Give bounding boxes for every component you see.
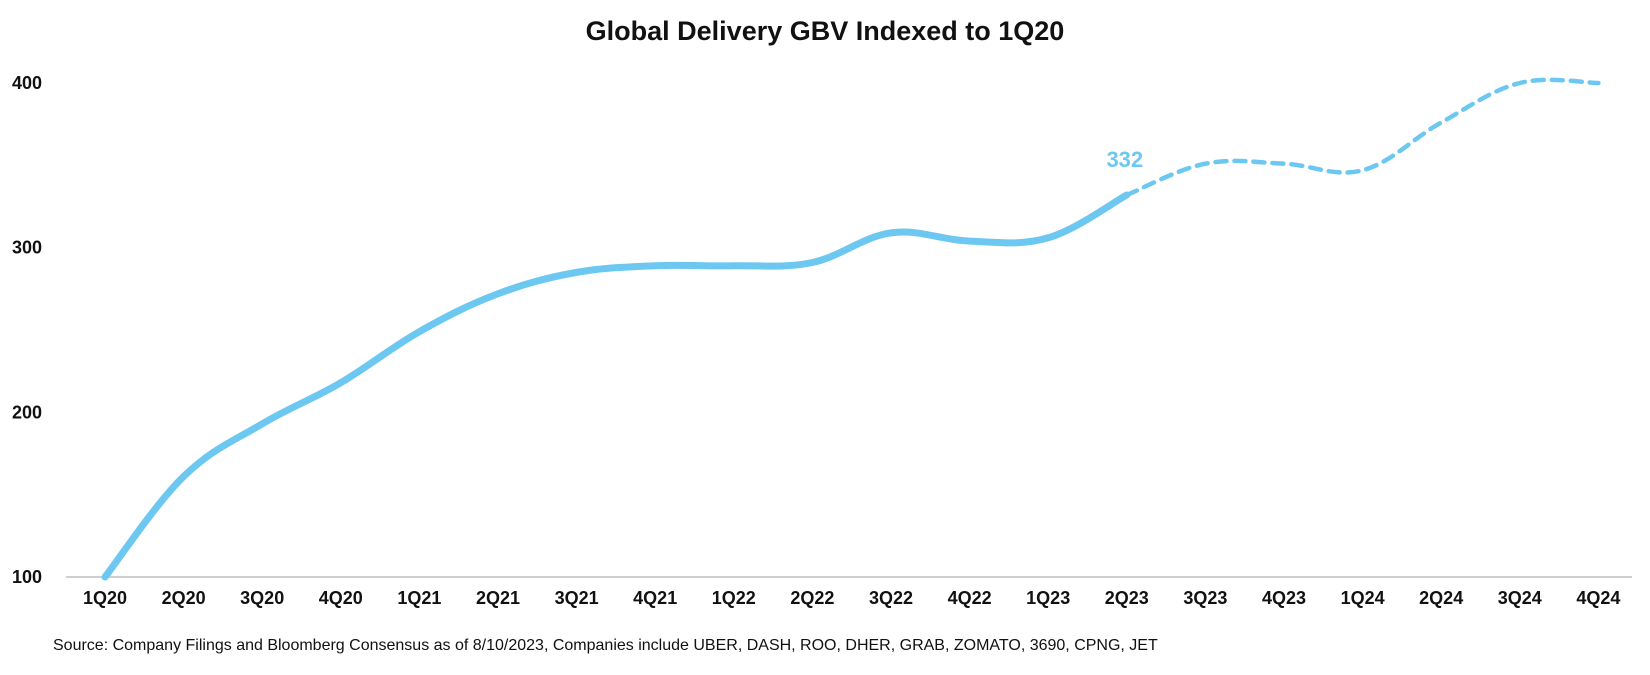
x-tick-label: 2Q22 — [790, 588, 834, 608]
x-tick-label: 2Q23 — [1105, 588, 1149, 608]
data-point-4q23 — [1281, 161, 1287, 167]
y-tick-label: 400 — [12, 73, 42, 93]
y-tick-label: 200 — [12, 402, 42, 422]
data-point-3q20 — [259, 421, 265, 427]
data-point-4q24 — [1595, 80, 1601, 86]
y-tick-label: 100 — [12, 567, 42, 587]
data-point-2q22 — [809, 259, 815, 265]
x-tick-label: 2Q24 — [1419, 588, 1463, 608]
x-tick-label: 3Q24 — [1498, 588, 1542, 608]
data-point-4q22 — [967, 238, 973, 244]
data-point-1q24 — [1360, 167, 1366, 173]
data-points — [102, 80, 1601, 580]
data-point-3q24 — [1517, 80, 1523, 86]
data-point-1q20 — [102, 574, 108, 580]
data-point-2q20 — [181, 474, 187, 480]
data-point-1q23 — [1045, 235, 1051, 241]
x-tick-label: 1Q21 — [397, 588, 441, 608]
data-point-4q20 — [338, 380, 344, 386]
chart-title: Global Delivery GBV Indexed to 1Q20 — [585, 16, 1065, 46]
x-tick-label: 4Q21 — [633, 588, 677, 608]
data-point-2q21 — [495, 291, 501, 297]
x-tick-label: 1Q22 — [712, 588, 756, 608]
x-axis-labels: 1Q20 2Q20 3Q20 4Q20 1Q21 2Q21 3Q21 4Q21 1Q22 2Q22… — [83, 588, 1620, 608]
x-tick-label: 3Q21 — [555, 588, 599, 608]
data-point-1q22 — [731, 263, 737, 269]
x-tick-label: 4Q20 — [319, 588, 363, 608]
source-note: Source: Company Filings and Bloomberg Co… — [53, 637, 1158, 654]
x-tick-label: 1Q23 — [1026, 588, 1070, 608]
x-tick-label: 3Q23 — [1183, 588, 1227, 608]
annotations: 332 — [1106, 147, 1143, 172]
x-tick-label: 4Q24 — [1576, 588, 1620, 608]
data-point-3q23 — [1202, 161, 1208, 167]
data-point-3q22 — [888, 230, 894, 236]
x-tick-label: 4Q23 — [1262, 588, 1306, 608]
data-point-1q21 — [416, 329, 422, 335]
data-point-2q23 — [1124, 192, 1130, 198]
x-tick-label: 1Q20 — [83, 588, 127, 608]
x-tick-label: 3Q20 — [240, 588, 284, 608]
x-tick-label: 3Q22 — [869, 588, 913, 608]
y-axis-labels: 100 200 300 400 — [12, 73, 42, 587]
x-tick-label: 2Q20 — [162, 588, 206, 608]
series-line-forecast — [1124, 77, 1601, 198]
data-point-2q24 — [1438, 120, 1444, 126]
series-gbv — [101, 77, 1601, 581]
x-tick-label: 2Q21 — [476, 588, 520, 608]
series-line-actual — [101, 191, 1131, 581]
y-tick-label: 300 — [12, 238, 42, 258]
data-point-3q21 — [574, 269, 580, 275]
x-tick-label: 1Q24 — [1341, 588, 1385, 608]
data-point-4q21 — [652, 263, 658, 269]
data-label: 332 — [1106, 147, 1143, 172]
x-tick-label: 4Q22 — [948, 588, 992, 608]
